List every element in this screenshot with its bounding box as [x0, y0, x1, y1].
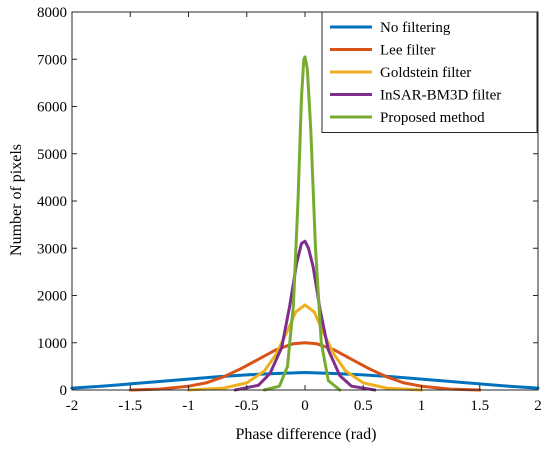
x-tick-label: 1 [418, 398, 426, 414]
y-axis-label: Number of pixels [8, 144, 25, 256]
series-line-4 [262, 55, 342, 392]
legend: No filtering Lee filter Goldstein filter In… [321, 11, 538, 133]
x-tick-label: -1.5 [118, 398, 142, 414]
series-line-1 [128, 341, 482, 392]
y-tick-label: 2000 [37, 289, 67, 305]
y-tick-label: 0 [60, 383, 68, 399]
legend-label: InSAR-BM3D filter [380, 88, 501, 104]
x-tick-label: 0.5 [354, 398, 373, 414]
legend-label: No filtering [380, 20, 451, 36]
y-tick-label: 6000 [37, 100, 67, 116]
y-tick-label: 7000 [37, 52, 67, 68]
x-axis-label: Phase difference (rad) [236, 426, 377, 443]
series-line-3 [233, 239, 377, 392]
legend-label: Lee filter [380, 43, 435, 59]
y-tick-label: 4000 [37, 194, 67, 210]
y-tick-label: 3000 [37, 241, 67, 257]
x-tick-label: 0 [301, 398, 309, 414]
x-tick-label: -0.5 [235, 398, 259, 414]
x-tick-label: 2 [534, 398, 542, 414]
legend-label: Proposed method [380, 110, 485, 126]
legend-label: Goldstein filter [380, 65, 471, 81]
y-tick-label: 5000 [37, 147, 67, 163]
x-tick-label: -2 [66, 398, 79, 414]
x-tick-label: 1.5 [470, 398, 489, 414]
series-line-0 [70, 371, 540, 390]
x-tick-label: -1 [182, 398, 195, 414]
series-line-2 [187, 303, 423, 392]
y-tick-label: 8000 [37, 5, 67, 21]
y-tick-label: 1000 [37, 336, 67, 352]
